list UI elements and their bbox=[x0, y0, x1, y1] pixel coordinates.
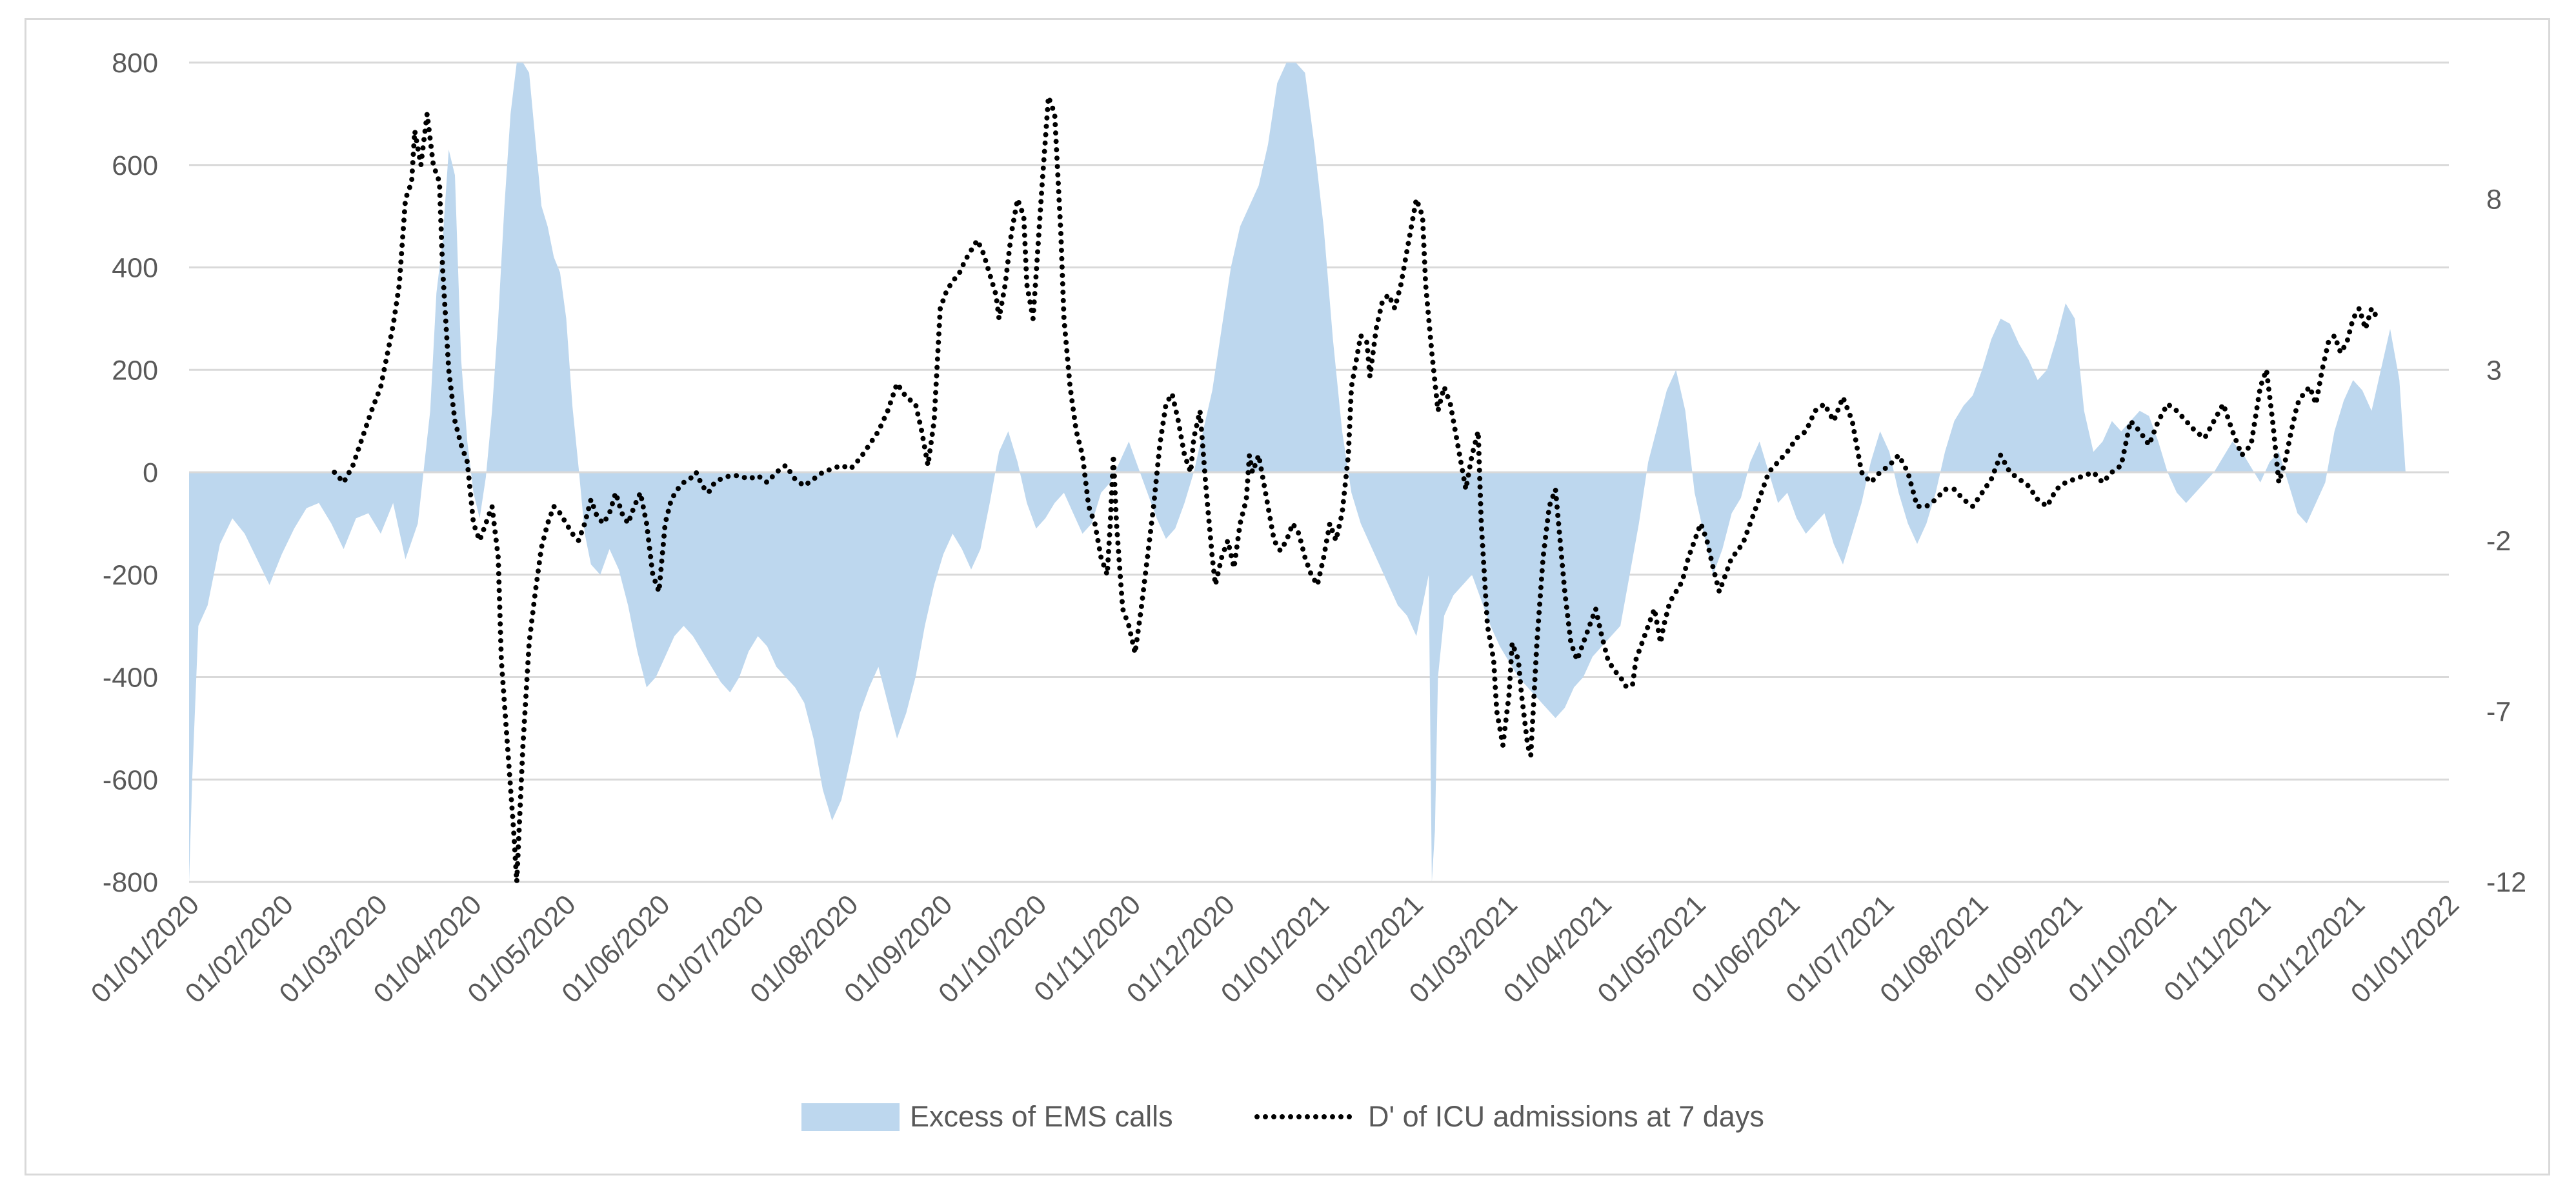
legend: Excess of EMS calls D' of ICU admissions… bbox=[801, 1100, 1764, 1133]
right-y-axis: 8 3 -2 -7 -12 bbox=[2486, 185, 2526, 898]
left-tick-label: 0 bbox=[143, 457, 158, 488]
left-tick-label: 600 bbox=[112, 150, 158, 181]
left-tick-label: -600 bbox=[103, 765, 158, 795]
left-tick-label: 200 bbox=[112, 355, 158, 386]
legend-label-ems: Excess of EMS calls bbox=[910, 1100, 1173, 1133]
icu-line bbox=[332, 94, 2380, 885]
left-tick-label: 800 bbox=[112, 48, 158, 79]
left-tick-label: -200 bbox=[103, 560, 158, 591]
right-tick-label: -2 bbox=[2486, 526, 2511, 557]
left-tick-label: -800 bbox=[103, 867, 158, 898]
left-tick-label: -400 bbox=[103, 663, 158, 694]
left-y-axis: 800 600 400 200 0 -200 -400 -600 -800 bbox=[103, 48, 158, 898]
right-tick-label: 3 bbox=[2486, 355, 2502, 386]
x-axis: 01/01/202001/02/202001/03/202001/04/2020… bbox=[85, 889, 2465, 1009]
right-tick-label: -7 bbox=[2486, 696, 2511, 727]
right-tick-label: -12 bbox=[2486, 867, 2526, 898]
icu-dotted-series bbox=[332, 94, 2380, 885]
legend-label-icu: D' of ICU admissions at 7 days bbox=[1368, 1100, 1764, 1133]
legend-swatch-ems bbox=[801, 1103, 900, 1131]
left-tick-label: 400 bbox=[112, 253, 158, 284]
right-tick-label: 8 bbox=[2486, 185, 2502, 215]
